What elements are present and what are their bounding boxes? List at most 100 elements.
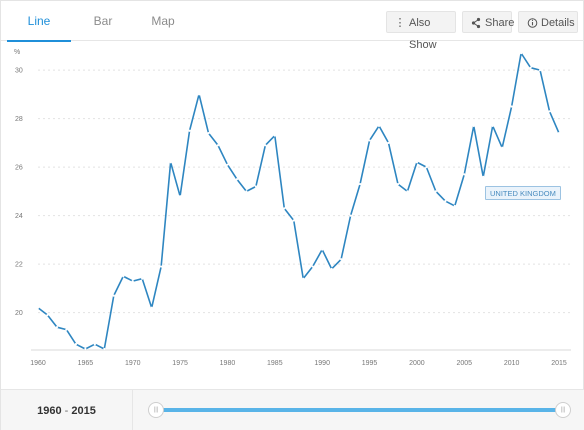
data-point bbox=[434, 190, 437, 193]
share-button[interactable]: Share bbox=[462, 11, 515, 34]
range-end-handle[interactable]: ||| bbox=[555, 402, 571, 418]
x-tick-label: 1970 bbox=[125, 360, 141, 367]
data-point bbox=[548, 110, 551, 113]
data-point bbox=[311, 265, 314, 268]
data-point bbox=[141, 277, 144, 280]
data-point bbox=[292, 219, 295, 222]
data-point bbox=[112, 294, 115, 297]
details-label: Details bbox=[541, 17, 575, 29]
data-point bbox=[254, 185, 257, 188]
x-tick-label: 1995 bbox=[362, 360, 378, 367]
y-axis-unit-label: % bbox=[14, 49, 20, 56]
data-point bbox=[131, 279, 134, 283]
data-point bbox=[425, 166, 428, 169]
x-tick-label: 2010 bbox=[504, 360, 520, 367]
data-point bbox=[444, 199, 447, 203]
data-point bbox=[529, 66, 532, 69]
range-label: 1960 - 2015 bbox=[1, 390, 133, 430]
data-point bbox=[520, 52, 523, 55]
also-show-label: Also Show bbox=[409, 17, 437, 51]
range-slider-track[interactable] bbox=[156, 408, 564, 412]
series-line-united-kingdom bbox=[37, 52, 560, 350]
data-point bbox=[264, 144, 267, 147]
also-show-button[interactable]: ⋮ Also Show bbox=[386, 11, 456, 51]
data-point bbox=[207, 132, 210, 135]
tab-line[interactable]: Line bbox=[7, 1, 71, 42]
data-point bbox=[93, 343, 96, 346]
y-tick-label: 20 bbox=[15, 310, 23, 317]
x-tick-label: 1965 bbox=[78, 360, 94, 367]
share-icon bbox=[470, 12, 482, 34]
data-point bbox=[46, 313, 49, 317]
data-point bbox=[321, 248, 324, 251]
time-range-footer: 1960 - 2015 ||| ||| bbox=[1, 389, 584, 430]
line-chart: % 20 22 24 26 28 30 1960 1965 1970 1975 1980 1985 199… bbox=[1, 41, 584, 389]
data-point bbox=[160, 265, 163, 268]
data-point bbox=[226, 163, 229, 166]
data-point bbox=[538, 69, 542, 72]
data-point bbox=[122, 275, 125, 278]
data-point bbox=[245, 190, 248, 193]
data-point bbox=[84, 347, 87, 351]
data-point bbox=[463, 173, 466, 176]
data-point bbox=[406, 190, 409, 193]
data-point bbox=[501, 146, 504, 149]
data-point bbox=[415, 161, 419, 164]
x-tick-label: 2005 bbox=[456, 360, 472, 367]
data-point bbox=[368, 139, 371, 142]
data-point bbox=[169, 161, 172, 164]
data-point bbox=[387, 141, 390, 144]
range-start: 1960 bbox=[37, 405, 62, 417]
y-tick-label: 24 bbox=[15, 213, 23, 220]
tab-map[interactable]: Map bbox=[151, 14, 175, 28]
details-button[interactable]: Details bbox=[518, 11, 578, 33]
data-point bbox=[178, 195, 182, 198]
range-start-handle[interactable]: ||| bbox=[148, 402, 164, 418]
x-tick-label: 1990 bbox=[314, 360, 330, 367]
data-point bbox=[283, 207, 286, 210]
chart-canvas: % 20 22 24 26 28 30 1960 1965 1970 1975 1980 1985 199… bbox=[14, 49, 573, 367]
data-point bbox=[557, 132, 561, 135]
y-tick-label: 30 bbox=[15, 68, 23, 75]
data-point bbox=[491, 124, 494, 127]
range-end: 2015 bbox=[71, 405, 96, 417]
share-label: Share bbox=[485, 17, 515, 29]
tab-bar[interactable]: Bar bbox=[93, 14, 113, 28]
chart-type-tabs: Line Bar Map ⋮ Also Show Share Details bbox=[1, 1, 584, 51]
data-point bbox=[216, 144, 220, 147]
x-tick-label: 2000 bbox=[409, 360, 425, 367]
data-point bbox=[377, 124, 381, 127]
range-separator: - bbox=[61, 405, 72, 417]
vertical-dots-icon: ⋮ bbox=[394, 17, 406, 29]
data-point bbox=[349, 214, 352, 217]
x-tick-label: 1980 bbox=[220, 360, 236, 367]
data-point bbox=[36, 306, 40, 309]
info-circle-icon bbox=[526, 12, 538, 34]
data-point bbox=[65, 328, 68, 331]
data-point bbox=[103, 347, 106, 351]
y-tick-label: 22 bbox=[15, 262, 23, 269]
data-point bbox=[396, 182, 400, 186]
data-point bbox=[302, 277, 305, 280]
data-point bbox=[358, 182, 362, 186]
data-point bbox=[472, 124, 475, 127]
x-tick-label: 2015 bbox=[551, 360, 567, 367]
data-point bbox=[235, 178, 239, 181]
data-point bbox=[188, 129, 191, 132]
data-point bbox=[74, 343, 77, 346]
data-point bbox=[482, 175, 485, 178]
y-tick-label: 26 bbox=[15, 165, 23, 172]
series-tooltip: UNITED KINGDOM bbox=[485, 186, 561, 200]
data-point bbox=[150, 306, 153, 309]
data-point bbox=[453, 204, 456, 208]
data-point bbox=[55, 326, 59, 329]
data-point bbox=[273, 134, 276, 137]
y-tick-label: 28 bbox=[15, 116, 23, 123]
x-tick-label: 1975 bbox=[172, 360, 188, 367]
data-point bbox=[340, 258, 343, 261]
x-tick-label: 1960 bbox=[30, 360, 46, 367]
data-point bbox=[510, 105, 513, 108]
data-point bbox=[197, 93, 201, 96]
x-tick-label: 1985 bbox=[267, 360, 283, 367]
